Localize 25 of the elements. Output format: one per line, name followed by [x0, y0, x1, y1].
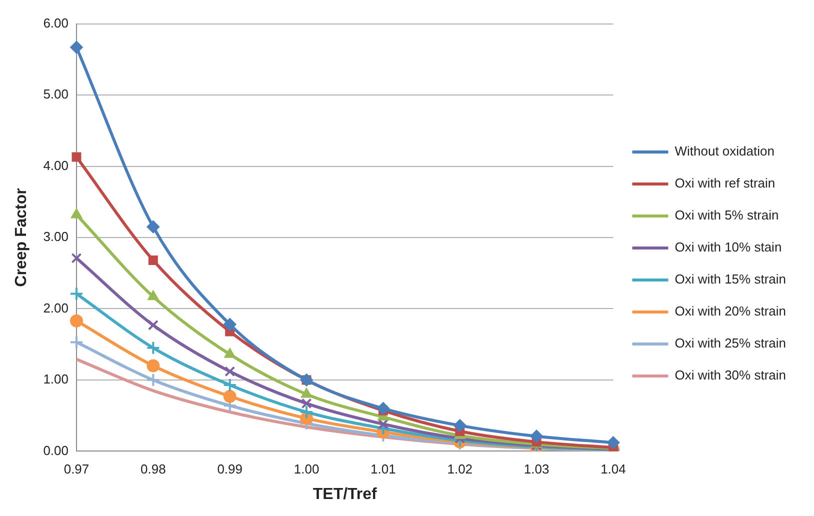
- y-tick-label: 6.00: [43, 15, 68, 30]
- legend-label: Oxi with 25% strain: [674, 336, 786, 351]
- y-tick-label: 3.00: [43, 229, 68, 244]
- y-tick-label: 2.00: [43, 300, 68, 316]
- y-axis-title: Creep Factor: [13, 188, 30, 287]
- legend-label: Oxi with 20% strain: [674, 304, 786, 319]
- y-tick-label: 5.00: [43, 86, 68, 102]
- legend-label: Oxi with 10% stain: [674, 240, 782, 255]
- legend-label: Without oxidation: [674, 144, 774, 159]
- x-tick-label: 1.02: [447, 462, 473, 477]
- x-tick-label: 0.98: [140, 462, 166, 477]
- legend-label: Oxi with 5% strain: [674, 208, 779, 223]
- legend-label: Oxi with 30% strain: [674, 368, 786, 383]
- legend-label: Oxi with ref strain: [674, 176, 776, 191]
- x-tick-label: 1.03: [524, 462, 550, 477]
- x-tick-label: 0.99: [217, 462, 243, 477]
- x-tick-label: 1.01: [370, 462, 396, 477]
- x-tick-label: 1.04: [600, 462, 626, 477]
- legend-label: Oxi with 15% strain: [674, 272, 786, 287]
- y-tick-label: 4.00: [43, 158, 68, 173]
- x-tick-label: 1.00: [294, 462, 320, 477]
- x-tick-label: 0.97: [64, 462, 90, 477]
- x-axis-title: TET/Tref: [312, 486, 378, 503]
- y-tick-label: 0.00: [43, 442, 68, 458]
- y-tick-label: 1.00: [43, 372, 68, 387]
